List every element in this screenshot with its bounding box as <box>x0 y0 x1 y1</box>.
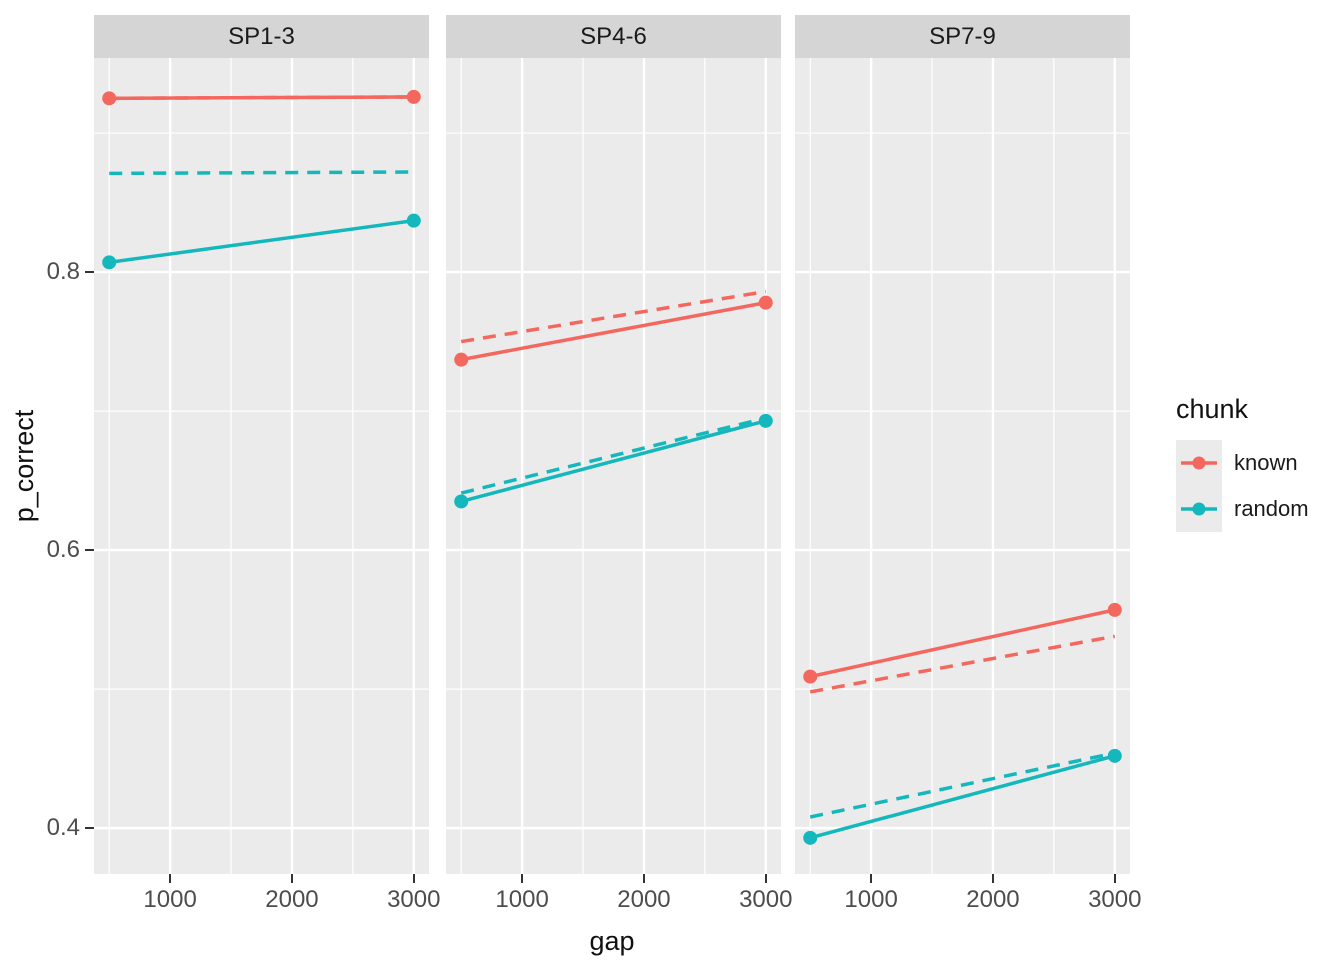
data-point <box>454 352 469 367</box>
y-tick-mark <box>85 271 94 274</box>
series-random-dashed <box>809 751 1116 819</box>
y-tick-mark <box>85 827 94 830</box>
gridlines <box>94 58 429 874</box>
facet-panel-SP7-9 <box>795 58 1130 874</box>
facet-panel-SP4-6 <box>446 58 781 874</box>
y-tick-label: 0.6 <box>46 536 80 564</box>
x-tick-mark <box>169 874 172 883</box>
legend-title: chunk <box>1176 394 1249 424</box>
data-point <box>803 669 818 684</box>
x-tick-mark <box>521 874 524 883</box>
data-point <box>406 213 421 228</box>
facet-strip-SP4-6: SP4-6 <box>446 15 781 58</box>
series-known-dashed <box>460 289 767 344</box>
facet-strip-SP7-9: SP7-9 <box>795 15 1130 58</box>
legend-key-random <box>1176 486 1222 532</box>
gridlines <box>446 58 781 874</box>
series-line <box>109 170 414 176</box>
y-tick-mark <box>85 549 94 552</box>
facet-panel-SP1-3 <box>94 58 429 874</box>
series-line <box>809 634 1116 694</box>
series-line <box>809 608 1116 679</box>
x-tick-label: 2000 <box>265 886 319 913</box>
y-axis-title: p_correct <box>9 409 39 523</box>
data-point <box>758 413 773 428</box>
x-tick-mark <box>870 874 873 883</box>
x-tick-label: 2000 <box>617 886 671 913</box>
data-point <box>102 91 117 106</box>
legend-entries: known random <box>1176 440 1309 532</box>
x-tick-mark <box>412 874 415 883</box>
x-axis-title: gap <box>589 926 635 956</box>
series-line <box>460 289 767 344</box>
x-tick-mark <box>642 874 645 883</box>
panel-background <box>795 58 1130 874</box>
series-random-solid <box>454 413 773 509</box>
legend-key-known <box>1176 440 1222 486</box>
x-tick-label: 3000 <box>387 886 441 913</box>
series-random-solid <box>102 213 421 270</box>
panel-background <box>94 58 429 874</box>
series-line <box>809 754 1116 840</box>
legend-key-point <box>1192 456 1206 470</box>
series-random-dashed <box>109 170 414 176</box>
facet-strip-SP1-3: SP1-3 <box>94 15 429 58</box>
series-random-dashed <box>460 416 767 495</box>
data-point <box>102 255 117 270</box>
x-tick-mark <box>991 874 994 883</box>
series-known-solid <box>454 295 773 367</box>
legend: chunk known random <box>1176 392 1309 532</box>
series-line <box>460 300 767 362</box>
series-line <box>460 416 767 495</box>
series-line <box>460 419 767 504</box>
legend-entry-random: random <box>1176 486 1309 532</box>
legend-entry-known: known <box>1176 440 1309 486</box>
series-line <box>809 751 1116 819</box>
series-known-solid <box>803 602 1122 684</box>
x-tick-mark <box>764 874 767 883</box>
x-tick-label: 3000 <box>739 886 793 913</box>
legend-label-random: random <box>1234 496 1309 521</box>
data-point <box>454 494 469 509</box>
data-point <box>1107 602 1122 617</box>
gridlines <box>795 58 1130 874</box>
series-known-dashed <box>809 634 1116 694</box>
data-point <box>803 830 818 845</box>
x-tick-label: 1000 <box>844 886 898 913</box>
x-tick-label: 1000 <box>495 886 549 913</box>
series-line <box>109 95 414 101</box>
series-line <box>108 218 415 265</box>
series-known-solid <box>102 89 421 106</box>
legend-key-point <box>1192 502 1206 516</box>
legend-label-known: known <box>1234 450 1298 475</box>
x-tick-label: 2000 <box>966 886 1020 913</box>
data-point <box>406 89 421 104</box>
x-tick-mark <box>1113 874 1116 883</box>
x-tick-label: 3000 <box>1088 886 1142 913</box>
x-tick-mark <box>290 874 293 883</box>
x-tick-label: 1000 <box>143 886 197 913</box>
y-tick-label: 0.4 <box>46 814 80 842</box>
y-tick-label: 0.8 <box>46 258 80 286</box>
panel-background <box>446 58 781 874</box>
data-point <box>1107 748 1122 763</box>
series-random-solid <box>803 748 1122 845</box>
data-point <box>758 295 773 310</box>
